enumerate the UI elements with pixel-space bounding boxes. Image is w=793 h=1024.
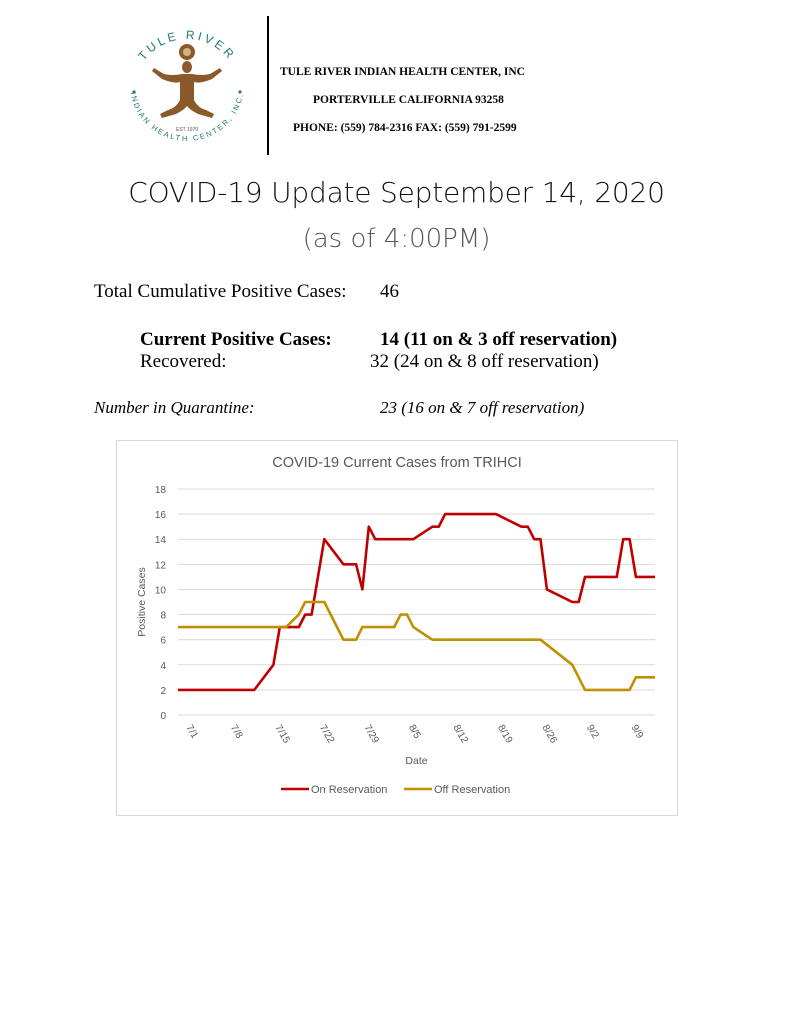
x-tick-label: 8/5 <box>406 723 423 741</box>
x-tick-label: 9/9 <box>629 723 646 741</box>
legend-label: Off Reservation <box>434 784 510 796</box>
series-line-off-reservation <box>178 600 655 692</box>
x-tick-label: 8/12 <box>451 723 470 746</box>
x-tick-label: 7/8 <box>228 723 245 741</box>
y-tick-label: 12 <box>155 560 167 571</box>
y-tick-label: 10 <box>155 585 167 596</box>
recovered-value: 32 (24 on & 8 off reservation) <box>370 351 599 372</box>
x-tick-label: 8/26 <box>540 723 559 746</box>
x-tick-label: 9/2 <box>584 723 601 741</box>
x-tick-label: 7/15 <box>272 723 291 746</box>
x-tick-label: 8/19 <box>495 723 514 746</box>
logo-est: EST 1970 <box>176 127 198 133</box>
y-axis-label: Positive Cases <box>136 567 148 636</box>
recovered-label: Recovered: <box>140 351 227 372</box>
total-cases-value: 46 <box>380 281 399 302</box>
chart-plot: 0 2 4 6 8 10 12 14 16 18 7/1 7/8 7/15 7/22 7/29 8/5 8/12… <box>136 485 655 796</box>
current-cases-value: 14 (11 on & 3 off reservation) <box>380 329 618 350</box>
tule-river-logo: TULE RIVER INDIAN HEALTH CENTER, INC. ES… <box>129 28 244 143</box>
total-cases-label: Total Cumulative Positive Cases: <box>94 281 347 302</box>
x-tick-label: 7/29 <box>361 723 380 746</box>
y-tick-label: 4 <box>160 661 166 672</box>
y-tick-label: 2 <box>160 686 166 697</box>
org-name: TULE RIVER INDIAN HEALTH CENTER, INC <box>280 66 525 78</box>
chart-title: COVID-19 Current Cases from TRIHCI <box>272 455 522 471</box>
figure-icon <box>152 44 222 118</box>
y-tick-label: 8 <box>160 611 166 622</box>
x-axis-label: Date <box>405 755 427 767</box>
y-tick-label: 0 <box>160 711 166 722</box>
x-tick-label: 7/1 <box>183 723 200 741</box>
org-phone-fax: PHONE: (559) 784-2316 FAX: (559) 791-259… <box>293 122 517 134</box>
quarantine-label: Number in Quarantine: <box>94 398 255 417</box>
x-tick-label: 7/22 <box>317 723 336 746</box>
page-subtitle: (as of 4:00PM) <box>302 224 491 254</box>
cases-chart: COVID-19 Current Cases from TRIHCI 0 2 4 6 8… <box>116 440 678 816</box>
y-tick-label: 18 <box>155 485 167 496</box>
y-tick-label: 14 <box>155 535 167 546</box>
quarantine-value: 23 (16 on & 7 off reservation) <box>380 398 585 417</box>
org-city: PORTERVILLE CALIFORNIA 93258 <box>313 94 504 106</box>
page-title: COVID-19 Update September 14, 2020 <box>128 176 665 209</box>
y-tick-label: 6 <box>160 636 166 647</box>
current-cases-label: Current Positive Cases: <box>140 329 332 350</box>
legend-label: On Reservation <box>311 784 387 796</box>
header-divider <box>267 16 269 155</box>
series-line-on-reservation <box>178 512 655 692</box>
y-tick-label: 16 <box>155 510 167 521</box>
